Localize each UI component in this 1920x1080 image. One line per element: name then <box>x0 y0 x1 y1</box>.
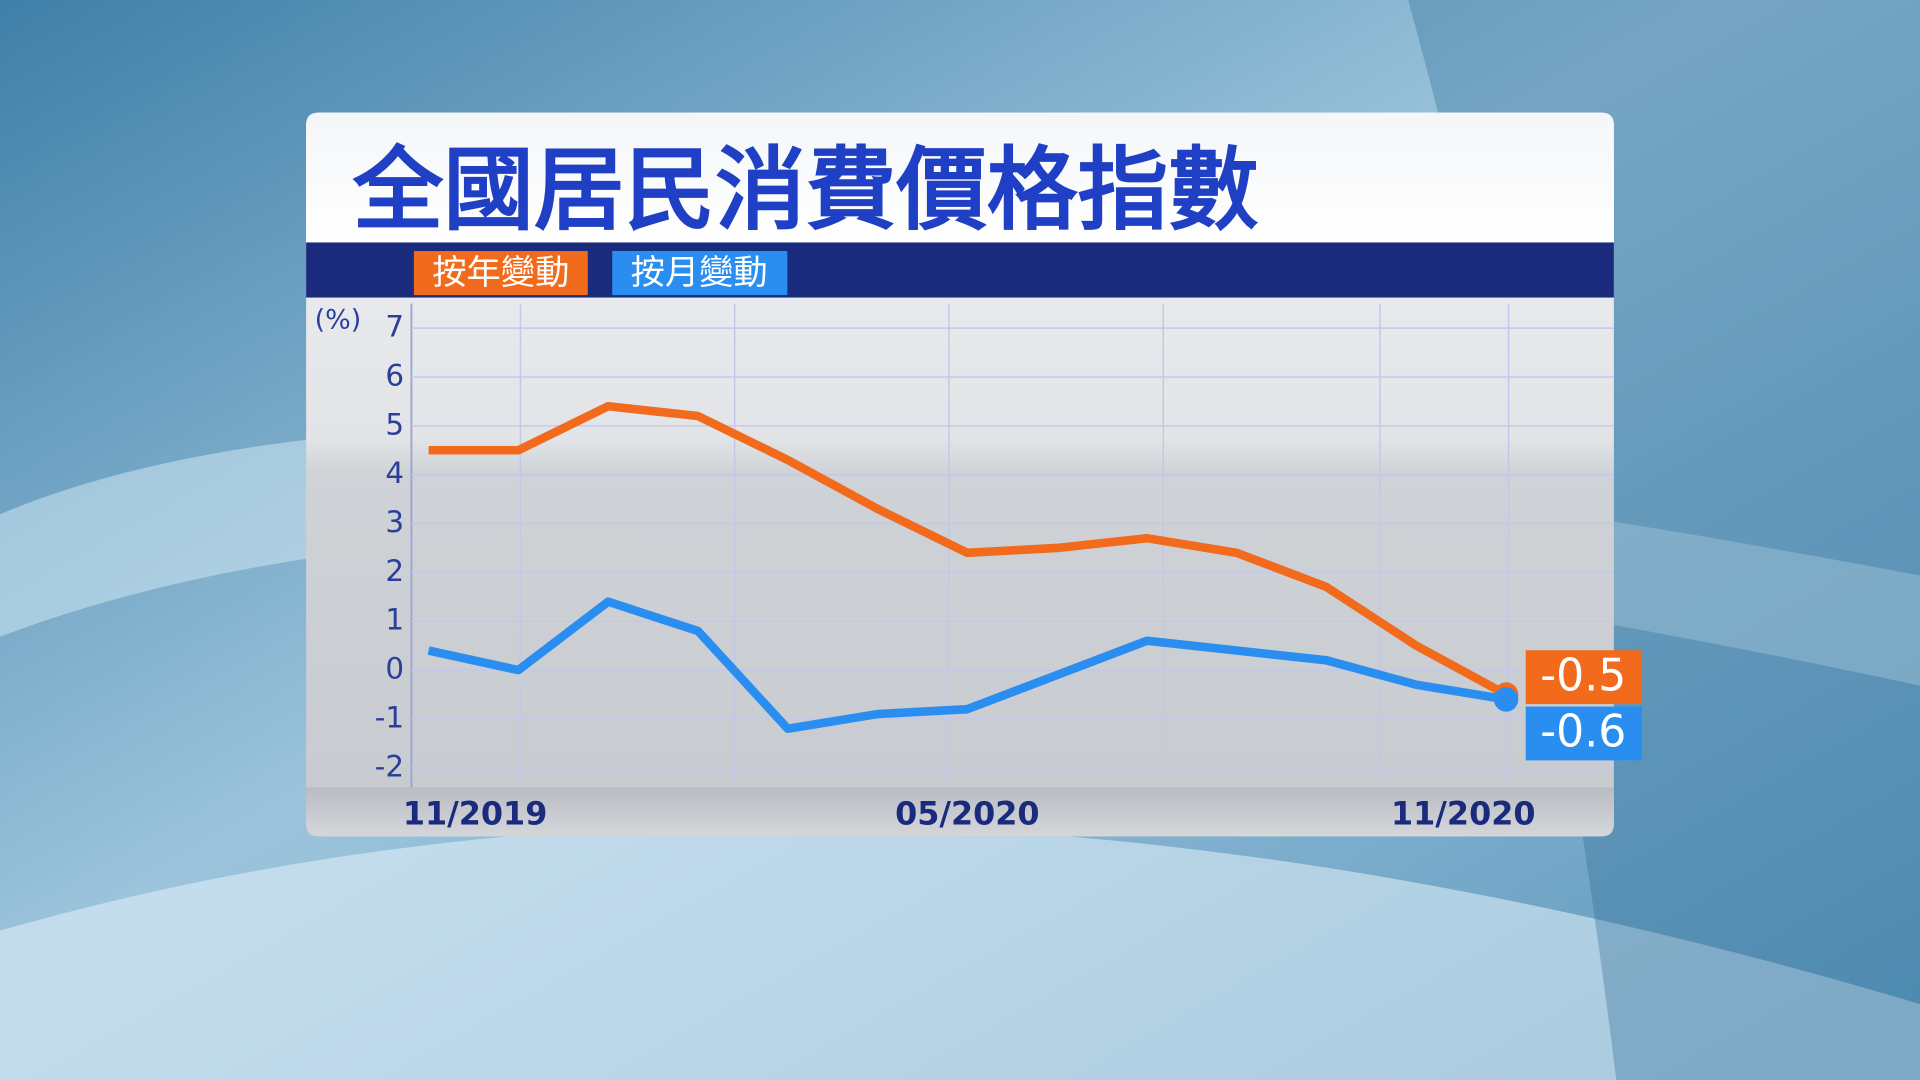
swoosh <box>0 824 1920 1080</box>
y-tick-label: 2 <box>385 554 404 588</box>
y-tick-label: 7 <box>385 310 404 344</box>
end-label: -0.6 <box>1540 707 1626 758</box>
end-label-box <box>1525 706 1643 761</box>
y-tick-label: 5 <box>385 407 404 441</box>
y-tick-label: -1 <box>375 700 404 734</box>
y-tick-label: 4 <box>385 456 404 490</box>
y-tick-label: 6 <box>385 358 404 392</box>
y-axis-label: (%) <box>315 304 362 335</box>
legend-swatch <box>612 251 788 296</box>
legend-swatch <box>413 251 588 296</box>
x-axis-band <box>306 787 1614 837</box>
series-line <box>427 597 1507 734</box>
x-tick-label: 11/2019 <box>403 795 548 833</box>
series-line <box>428 401 1509 699</box>
chart-title: 全國居民消費價格指數 <box>352 138 1259 243</box>
end-point <box>1493 687 1519 712</box>
end-label-box <box>1525 650 1643 705</box>
legend-label: 按年變動 <box>432 253 569 293</box>
y-tick-label: 0 <box>385 652 404 686</box>
x-tick-label: 05/2020 <box>895 795 1040 833</box>
end-label: -0.5 <box>1540 650 1626 701</box>
y-tick-label: -2 <box>375 749 404 783</box>
y-tick-label: 3 <box>385 505 404 539</box>
x-tick-label: 11/2020 <box>1391 795 1536 833</box>
y-tick-label: 1 <box>385 603 404 637</box>
title-area <box>306 112 1614 243</box>
legend-label: 按月變動 <box>631 253 768 293</box>
